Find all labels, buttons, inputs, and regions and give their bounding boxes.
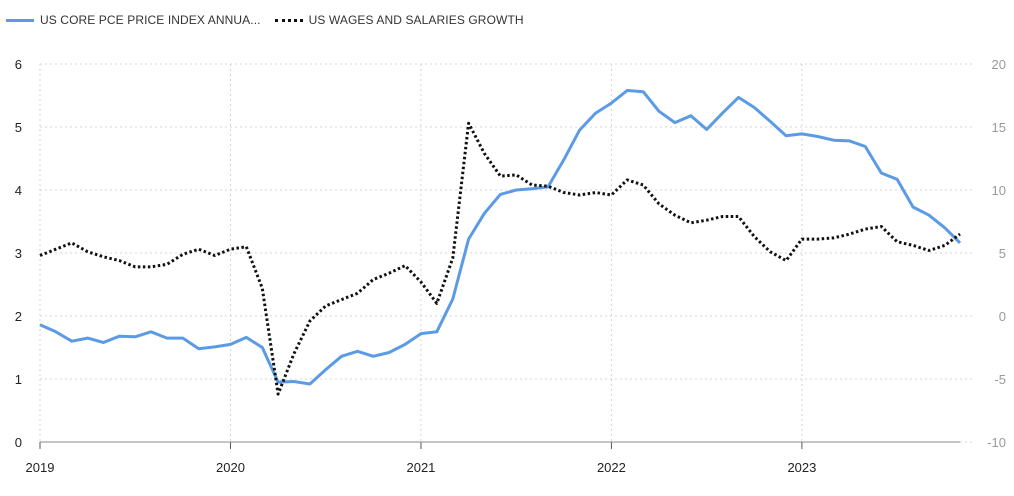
series-lines — [39, 89, 962, 396]
left-tick-label: 3 — [15, 246, 22, 261]
right-tick-label: -10 — [987, 435, 1006, 450]
x-tick-label: 2022 — [597, 460, 626, 475]
right-tick-label: 20 — [992, 57, 1006, 72]
x-axis-ticks: 2019 2020 2021 2022 2023 — [26, 441, 960, 475]
right-tick-label: 0 — [999, 309, 1006, 324]
right-tick-label: 5 — [999, 246, 1006, 261]
legend-item-core-pce[interactable]: US CORE PCE PRICE INDEX ANNUA... — [6, 13, 261, 27]
legend-swatch-dotted — [274, 18, 303, 22]
legend-label-wages: US WAGES AND SALARIES GROWTH — [308, 13, 524, 27]
left-axis-ticks: 0 1 2 3 4 5 6 — [15, 57, 22, 450]
right-tick-label: -5 — [994, 372, 1006, 387]
right-tick-label: 15 — [992, 120, 1006, 135]
x-tick-label: 2021 — [406, 460, 435, 475]
left-tick-label: 1 — [15, 372, 22, 387]
left-tick-label: 2 — [15, 309, 22, 324]
chart-legend: US CORE PCE PRICE INDEX ANNUA... US WAGE… — [6, 10, 524, 30]
legend-swatch-solid — [6, 18, 34, 22]
left-tick-label: 5 — [15, 120, 22, 135]
grid-lines — [39, 63, 975, 443]
series-line-wages-growth — [39, 121, 961, 396]
left-tick-label: 0 — [15, 435, 22, 450]
right-tick-label: 10 — [992, 183, 1006, 198]
x-tick-label: 2020 — [216, 460, 245, 475]
series-line-core-pce — [39, 89, 962, 386]
x-tick-label: 2023 — [787, 460, 816, 475]
legend-label-core-pce: US CORE PCE PRICE INDEX ANNUA... — [40, 13, 261, 27]
left-tick-label: 4 — [15, 183, 22, 198]
legend-item-wages[interactable]: US WAGES AND SALARIES GROWTH — [274, 13, 524, 27]
x-tick-label: 2019 — [26, 460, 55, 475]
right-axis-ticks: -10 -5 0 5 10 15 20 — [987, 57, 1006, 450]
left-tick-label: 6 — [15, 57, 22, 72]
